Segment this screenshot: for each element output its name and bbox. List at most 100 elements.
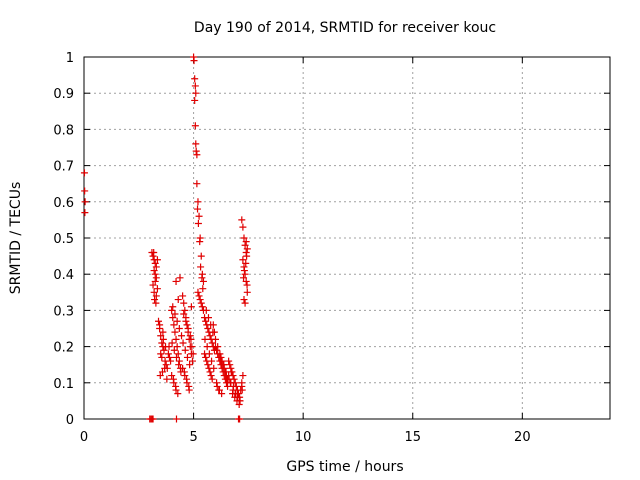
data-point [183,375,191,383]
y-tick-label: 0.4 [53,268,74,283]
data-point [204,314,212,322]
data-point [168,306,176,314]
data-point [149,252,157,260]
data-point [225,375,233,383]
data-point [239,372,247,380]
data-point [217,353,225,361]
data-point [179,292,187,300]
data-point [241,299,249,307]
data-point [238,386,246,394]
data-point [81,209,89,217]
y-tick-label: 0.6 [53,196,74,211]
data-point [202,353,210,361]
data-point [169,303,177,311]
data-point [193,180,201,188]
data-point [213,382,221,390]
data-point [181,346,189,354]
data-point [207,321,215,329]
data-point [192,140,200,148]
grid-lines [84,57,610,419]
data-point [240,234,248,242]
data-points [80,53,251,423]
data-point [197,299,205,307]
data-point [183,321,191,329]
data-point [194,205,202,213]
data-point [220,361,228,369]
data-point [236,415,244,423]
data-point [195,212,203,220]
data-point [172,335,180,343]
data-point [218,357,226,365]
data-point [226,379,234,387]
data-point [233,397,241,405]
data-point [210,364,218,372]
data-point [184,325,192,332]
data-point [229,382,237,390]
data-point [161,364,169,372]
data-point [194,220,202,228]
data-point [243,245,251,253]
data-point [169,314,177,322]
data-point [169,375,177,383]
data-point [172,415,180,423]
data-point [187,335,195,343]
y-tick-label: 0.3 [53,304,74,319]
data-point [227,368,235,376]
data-point [186,361,194,369]
data-point [170,346,178,354]
data-point [238,216,246,224]
data-point [243,281,251,289]
x-tick-label: 5 [189,430,197,445]
data-point [231,393,239,401]
x-tick-label: 20 [514,430,531,445]
data-point [81,187,89,195]
data-point [242,238,250,246]
data-point [190,57,198,65]
x-axis-label: GPS time / hours [286,459,403,475]
data-point [175,361,183,369]
data-point [171,328,179,336]
data-point [170,321,178,329]
data-point [178,332,186,340]
data-point [173,343,181,351]
data-point [168,339,176,347]
data-point [205,350,213,358]
data-point [175,357,183,365]
data-point [224,382,232,390]
data-point [175,325,183,332]
data-point [207,372,215,380]
data-point [192,147,200,155]
data-point [235,401,243,409]
data-point [159,328,167,336]
data-point [150,248,158,256]
data-point [157,350,165,358]
data-point [188,343,196,351]
data-point [199,277,207,285]
y-axis-label: SRMTID / TECUs [8,182,24,295]
data-point [240,267,248,275]
data-point [191,96,199,104]
data-point [240,274,248,282]
data-point [187,303,195,311]
data-point [180,310,188,318]
data-point [172,353,180,361]
data-point [179,339,187,347]
data-point [206,368,214,376]
y-tick-label: 0.9 [53,87,74,102]
data-point [152,263,160,271]
data-point [153,285,161,293]
data-point [206,332,214,340]
data-point [239,256,247,264]
data-point [203,343,211,351]
y-tick-label: 0.5 [53,232,74,247]
data-point [156,372,164,380]
data-point [240,296,248,304]
data-point [208,339,216,347]
data-point [191,75,199,83]
data-point [185,382,193,390]
y-tick-label: 1 [66,51,74,66]
data-point [215,386,223,394]
data-point [196,238,204,246]
data-point [204,361,212,369]
data-point [242,277,250,285]
